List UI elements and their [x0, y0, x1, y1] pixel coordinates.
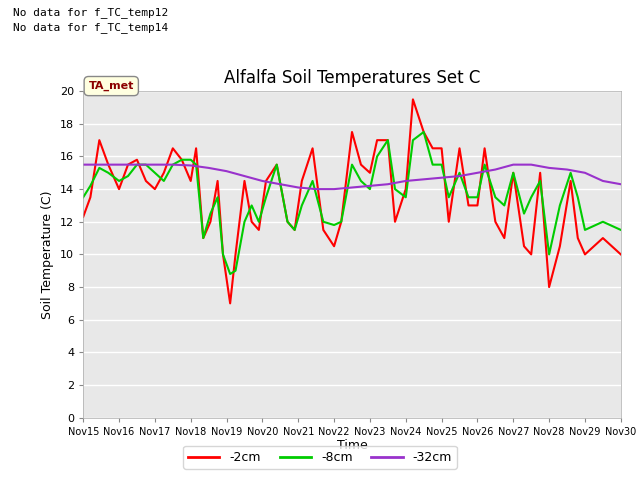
- -32cm: [581, 170, 589, 176]
- Title: Alfalfa Soil Temperatures Set C: Alfalfa Soil Temperatures Set C: [224, 69, 480, 87]
- -32cm: [456, 173, 463, 179]
- -2cm: [357, 162, 365, 168]
- Text: TA_met: TA_met: [88, 81, 134, 91]
- -32cm: [133, 162, 141, 168]
- -2cm: [545, 284, 553, 290]
- X-axis label: Time: Time: [337, 439, 367, 453]
- -8cm: [187, 157, 195, 163]
- -32cm: [151, 162, 159, 168]
- -32cm: [276, 181, 284, 187]
- -32cm: [312, 186, 320, 192]
- -2cm: [79, 214, 87, 220]
- Legend: -2cm, -8cm, -32cm: -2cm, -8cm, -32cm: [183, 446, 457, 469]
- -32cm: [366, 183, 374, 189]
- Line: -32cm: -32cm: [83, 165, 621, 189]
- -32cm: [617, 181, 625, 187]
- -8cm: [357, 178, 365, 184]
- -32cm: [205, 165, 212, 171]
- -8cm: [391, 186, 399, 192]
- -8cm: [617, 227, 625, 233]
- -32cm: [115, 162, 123, 168]
- -2cm: [617, 252, 625, 257]
- -2cm: [187, 178, 195, 184]
- -2cm: [227, 300, 234, 306]
- -32cm: [384, 181, 392, 187]
- Line: -2cm: -2cm: [83, 99, 621, 303]
- -32cm: [545, 165, 553, 171]
- -8cm: [420, 129, 428, 135]
- -32cm: [169, 162, 177, 168]
- -8cm: [200, 235, 207, 241]
- Text: No data for f_TC_temp14: No data for f_TC_temp14: [13, 22, 168, 33]
- -32cm: [420, 177, 428, 182]
- -32cm: [492, 167, 499, 172]
- -32cm: [241, 173, 248, 179]
- -32cm: [402, 178, 410, 184]
- -2cm: [255, 227, 262, 233]
- -32cm: [187, 163, 195, 168]
- -32cm: [599, 178, 607, 184]
- -8cm: [545, 252, 553, 257]
- -2cm: [409, 96, 417, 102]
- -32cm: [563, 167, 571, 172]
- -32cm: [509, 162, 517, 168]
- Y-axis label: Soil Temperature (C): Soil Temperature (C): [42, 190, 54, 319]
- -2cm: [391, 219, 399, 225]
- -32cm: [294, 185, 302, 191]
- -32cm: [259, 178, 266, 184]
- -32cm: [348, 185, 356, 191]
- -32cm: [527, 162, 535, 168]
- -32cm: [97, 162, 105, 168]
- -32cm: [79, 162, 87, 168]
- -32cm: [223, 168, 230, 174]
- -8cm: [255, 219, 262, 225]
- -32cm: [474, 170, 481, 176]
- -2cm: [200, 235, 207, 241]
- -8cm: [79, 194, 87, 200]
- Text: No data for f_TC_temp12: No data for f_TC_temp12: [13, 7, 168, 18]
- Line: -8cm: -8cm: [83, 132, 621, 274]
- -32cm: [330, 186, 338, 192]
- -32cm: [438, 175, 445, 180]
- -8cm: [227, 271, 234, 277]
